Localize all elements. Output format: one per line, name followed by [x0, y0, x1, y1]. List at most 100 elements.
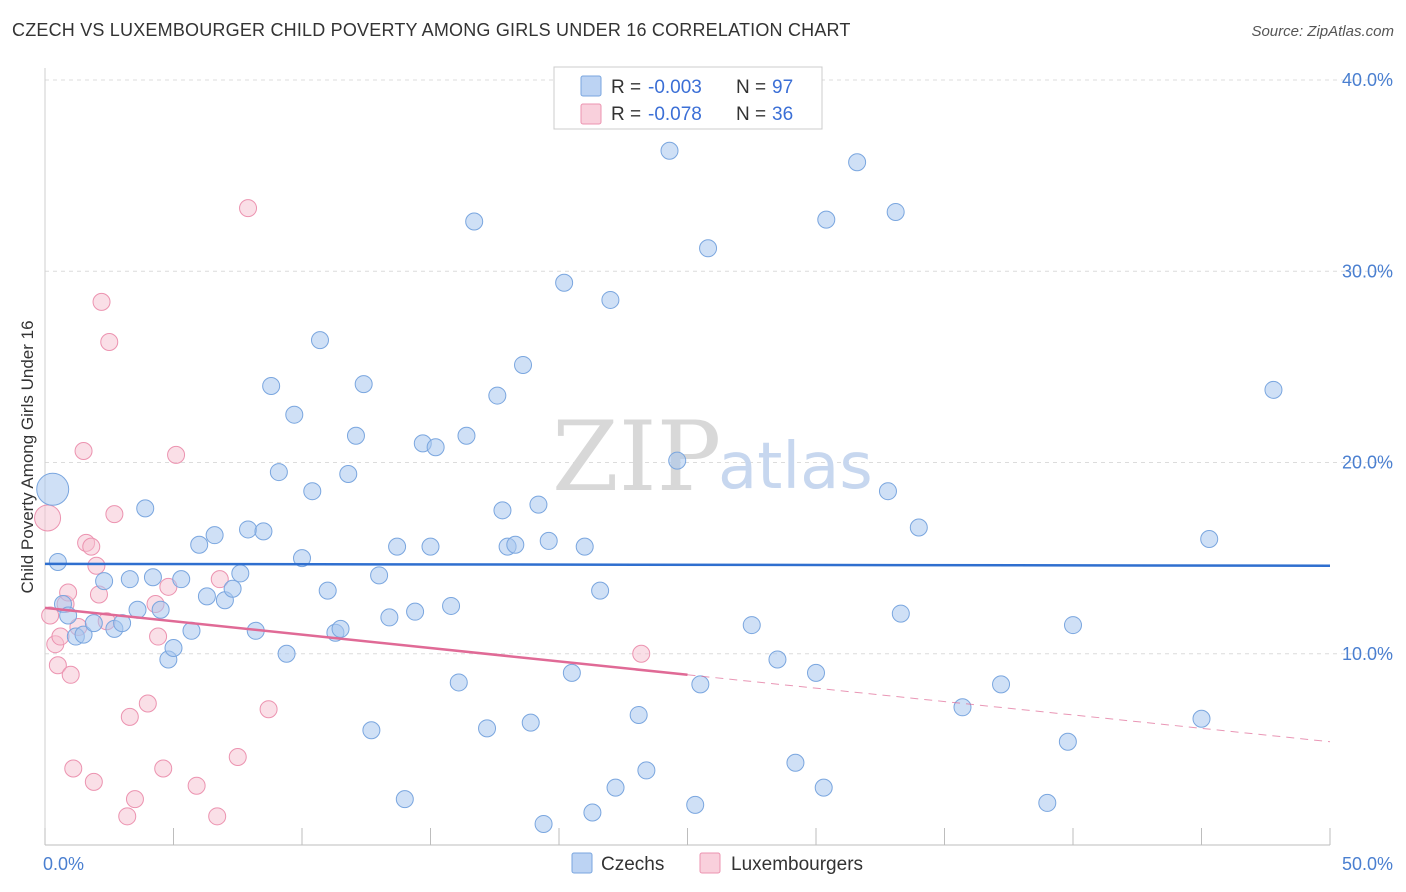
lux-point-26	[154, 759, 173, 778]
czech-point-13	[143, 568, 162, 587]
czech-point-66	[575, 537, 594, 556]
lux-point-32	[228, 748, 247, 767]
y-tick-label-1: 20.0%	[1342, 453, 1393, 473]
czech-point-64	[555, 273, 574, 292]
czech-point-29	[269, 463, 288, 482]
lux-trend-line	[44, 606, 688, 677]
czech-point-84	[848, 153, 867, 172]
legend-czech-swatch	[580, 75, 602, 97]
lux-point-22	[125, 790, 144, 809]
lux-point-0	[34, 504, 62, 532]
czech-point-76	[691, 675, 710, 694]
lux-point-20	[118, 807, 137, 826]
czech-point-30	[277, 644, 296, 663]
czech-point-17	[172, 570, 191, 589]
czech-point-6	[84, 614, 103, 633]
legend-n-label-czech: N =	[736, 77, 766, 98]
bottom-legend-lux-swatch	[699, 852, 721, 874]
lux-point-35	[632, 644, 651, 663]
czech-point-61	[529, 495, 548, 514]
czech-point-56	[493, 501, 512, 520]
watermark-zip: ZIP	[552, 401, 721, 513]
czech-point-33	[303, 482, 322, 501]
y-tick-label-0: 10.0%	[1342, 644, 1393, 664]
czech-point-44	[388, 537, 407, 556]
lux-point-10	[74, 442, 93, 461]
czech-point-39	[346, 426, 365, 445]
czech-point-5	[74, 625, 93, 644]
czech-point-60	[521, 713, 540, 732]
czech-point-68	[591, 581, 610, 600]
legend-lux-swatch	[580, 103, 602, 125]
czech-point-42	[370, 566, 389, 585]
lux-point-21	[120, 707, 139, 726]
czech-point-0	[36, 472, 70, 506]
legend-r-value-lux: -0.078	[648, 104, 702, 125]
lux-point-1	[41, 606, 60, 625]
czech-point-38	[339, 464, 358, 483]
czech-point-69	[601, 290, 620, 309]
lux-point-29	[187, 776, 206, 795]
czech-point-21	[205, 526, 224, 545]
czech-point-20	[197, 587, 216, 606]
czech-point-65	[562, 663, 581, 682]
lux-point-7	[61, 665, 80, 684]
legend-n-value-lux: 36	[772, 104, 793, 125]
czech-point-94	[1192, 709, 1211, 728]
czech-point-48	[421, 537, 440, 556]
bottom-legend: Czechs Luxembourgers	[571, 852, 863, 875]
y-tick-label-2: 30.0%	[1342, 261, 1393, 281]
czech-point-49	[426, 438, 445, 457]
czech-point-74	[668, 451, 687, 470]
legend-r-label-lux: R =	[611, 104, 641, 125]
czech-point-95	[1200, 530, 1219, 548]
lux-point-14	[87, 556, 106, 575]
czech-point-80	[786, 753, 805, 772]
czech-point-23	[223, 579, 242, 598]
bottom-legend-lux-label: Luxembourgers	[731, 854, 863, 875]
legend-n-label-lux: N =	[736, 104, 766, 125]
czech-point-27	[254, 522, 273, 541]
czech-point-79	[768, 650, 787, 669]
czech-point-51	[449, 673, 468, 692]
lux-point-8	[64, 759, 83, 778]
czech-point-28	[262, 377, 281, 395]
czech-point-77	[699, 239, 718, 258]
y-axis-label: Child Poverty Among Girls Under 16	[18, 320, 37, 593]
lux-point-18	[100, 333, 119, 352]
czech-point-7	[95, 572, 114, 591]
czech-point-14	[151, 600, 170, 619]
czech-point-12	[136, 499, 155, 518]
czech-point-62	[534, 814, 553, 833]
czech-point-85	[878, 482, 897, 501]
x-tick-label-max: 50.0%	[1342, 854, 1393, 874]
lux-point-12	[82, 537, 101, 556]
legend: R = -0.003 N = 97 R = -0.078 N = 36	[553, 66, 823, 130]
lux-point-16	[92, 292, 111, 311]
trend-lines	[44, 562, 1331, 743]
czech-point-53	[465, 212, 484, 231]
czech-point-92	[1058, 732, 1077, 751]
czech-point-81	[807, 663, 825, 682]
legend-r-label-czech: R =	[611, 77, 641, 98]
czech-point-40	[354, 375, 373, 394]
czech-point-19	[190, 535, 209, 554]
lux-point-19	[105, 505, 124, 524]
watermark: ZIP atlas	[552, 401, 873, 513]
y-tick-labels: 10.0% 20.0% 30.0% 40.0%	[1342, 70, 1393, 664]
czech-point-52	[457, 426, 476, 445]
czech-point-1	[48, 552, 67, 571]
czech-point-43	[380, 608, 399, 627]
bottom-legend-czech-swatch	[571, 852, 593, 874]
lux-point-30	[208, 807, 227, 826]
czech-point-82	[814, 778, 833, 797]
x-tick-labels: 0.0% 50.0%	[43, 854, 1393, 874]
czech-point-10	[120, 570, 139, 589]
czech-point-70	[606, 778, 625, 797]
watermark-atlas: atlas	[718, 430, 873, 504]
czech-point-37	[331, 619, 350, 638]
lux-point-25	[149, 627, 168, 646]
czech-point-96	[1264, 380, 1283, 399]
czech-point-75	[686, 795, 705, 814]
czech-point-93	[1064, 616, 1082, 635]
